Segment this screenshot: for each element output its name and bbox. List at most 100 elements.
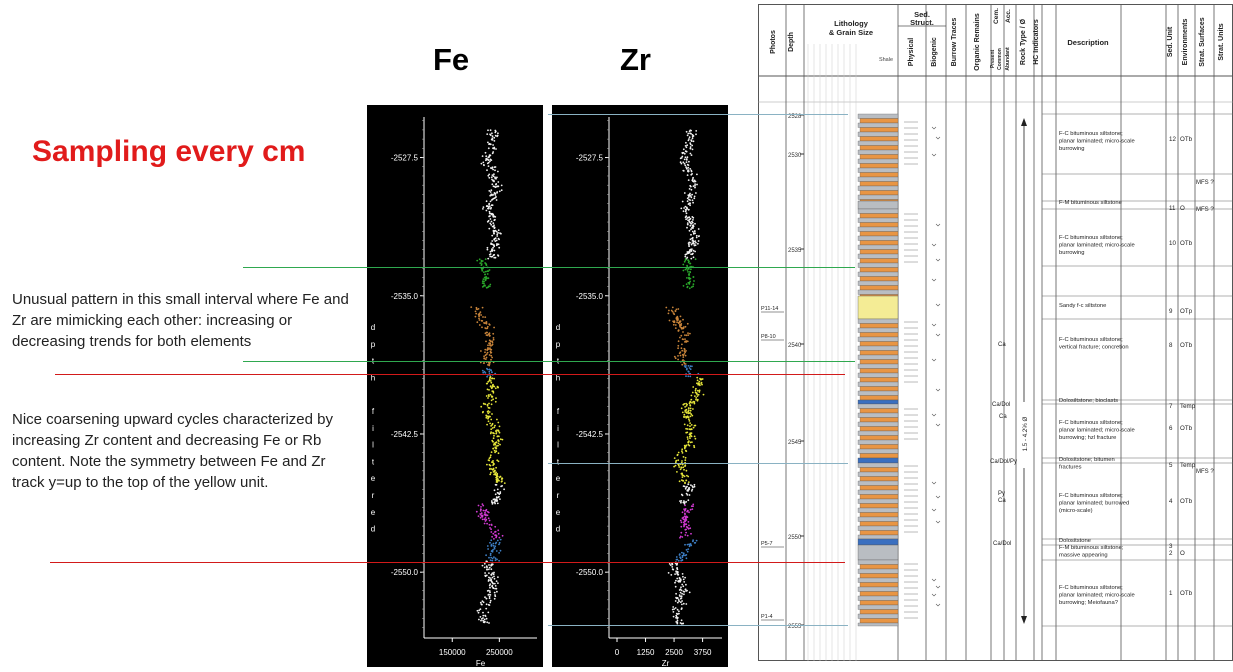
zr-data-point: [687, 132, 690, 135]
fe-data-point: [490, 199, 493, 201]
fe-data-point: [482, 614, 485, 617]
zr-data-point: [688, 278, 691, 280]
fe-data-point: [484, 354, 487, 357]
log-bed-11: [859, 618, 899, 624]
fe-data-point: [499, 438, 502, 441]
zr-data-point: [679, 351, 682, 354]
zr-data-point: [683, 348, 686, 351]
gray-marker-line-yellow-top: [548, 463, 848, 464]
zr-data-point: [692, 185, 695, 187]
log-unit-desc-line: Dolositstone: [1059, 538, 1091, 544]
fe-data-point: [475, 312, 478, 315]
log-bed-8: [857, 462, 899, 468]
zr-data-point: [687, 521, 690, 523]
zr-data-point: [675, 318, 678, 320]
zr-data-point: [694, 183, 696, 185]
log-unit-desc-line: planar laminated; micro-scale: [1059, 593, 1135, 599]
fe-data-point: [492, 437, 495, 440]
zr-data-point: [671, 566, 674, 568]
fe-data-point: [489, 456, 492, 459]
fe-data-point: [488, 205, 491, 208]
zr-data-point: [692, 216, 695, 219]
fe-data-point: [493, 449, 496, 452]
fe-data-point: [486, 270, 489, 272]
fe-data-point: [486, 133, 489, 135]
zr-data-point: [687, 410, 690, 413]
zr-data-point: [682, 169, 685, 172]
zr-data-point: [682, 501, 685, 504]
zr-data-point: [689, 441, 692, 444]
zr-data-point: [680, 501, 682, 504]
fe-y-tick-label-1: -2535.0: [391, 292, 419, 301]
fe-data-point: [495, 476, 497, 479]
fe-data-point: [476, 609, 479, 612]
fe-data-point: [493, 377, 495, 380]
fe-data-point: [499, 491, 502, 493]
zr-data-point: [691, 414, 694, 417]
fe-data-point: [489, 160, 491, 163]
zr-data-point: [687, 334, 690, 336]
log-unit-desc-line: F-M bituminous siltstone: [1059, 200, 1122, 206]
zr-data-point: [689, 543, 692, 545]
zr-data-point: [687, 481, 690, 483]
log-photo-label-2: P5-7: [761, 541, 773, 547]
fe-data-point: [491, 255, 494, 258]
fe-data-point: [497, 460, 500, 463]
zr-data-point: [671, 608, 674, 611]
log-unit-desc-line: F-C bituminous siltstone;: [1059, 493, 1123, 499]
zr-data-point: [688, 524, 690, 527]
fe-data-point: [487, 412, 490, 415]
fe-data-point: [489, 559, 492, 562]
fe-data-point: [490, 574, 493, 576]
fe-data-point: [494, 446, 497, 449]
log-header-lithology-2: & Grain Size: [829, 28, 873, 37]
fe-data-point: [487, 611, 490, 614]
zr-data-point: [675, 556, 678, 558]
zr-data-point: [685, 519, 688, 521]
zr-data-point: [692, 276, 695, 278]
log-bed-11: [859, 582, 899, 588]
log-bed-2: [857, 244, 899, 250]
fe-data-point: [480, 619, 482, 622]
zr-data-point: [686, 534, 689, 537]
fe-data-point: [486, 423, 488, 426]
log-unit-desc-line: F-C bituminous siltstone;: [1059, 585, 1123, 591]
fe-data-point: [492, 467, 495, 470]
fe-data-point: [489, 352, 492, 354]
zr-data-point: [697, 235, 700, 238]
zr-data-point: [691, 199, 694, 202]
zr-data-point: [689, 332, 691, 335]
zr-data-point: [684, 205, 687, 208]
fe-data-point: [481, 155, 484, 157]
zr-data-point: [688, 243, 690, 246]
log-bed-9: [857, 538, 899, 546]
fe-data-point: [498, 536, 501, 539]
zr-data-point: [697, 382, 700, 385]
zr-data-point: [687, 370, 690, 373]
fe-data-point: [493, 245, 496, 248]
log-bed-8: [857, 534, 899, 540]
zr-data-point: [688, 250, 691, 253]
fe-data-point: [486, 169, 488, 172]
fe-data-point: [483, 271, 485, 273]
log-header-depth: Depth: [788, 32, 795, 52]
fe-data-point: [485, 607, 488, 610]
log-header-environments: Environments: [1182, 19, 1189, 66]
fe-data-point: [491, 396, 493, 398]
zr-data-point: [677, 459, 680, 462]
log-biogenic-symbol: [931, 481, 937, 485]
log-unit-env-2: OTb: [1180, 240, 1193, 247]
log-bed-0: [857, 176, 899, 182]
zr-data-point: [694, 184, 696, 187]
zr-data-point: [685, 469, 688, 472]
fe-data-point: [476, 308, 479, 311]
zr-data-point: [693, 485, 696, 488]
fe-data-point: [482, 371, 485, 374]
zr-data-point: [687, 242, 690, 245]
log-photo-label-1: P8-10: [761, 334, 776, 340]
log-unit-strat-10: MFS ?: [1196, 469, 1214, 475]
zr-data-point: [677, 329, 680, 331]
fe-data-point: [492, 144, 494, 146]
zr-data-point: [679, 161, 682, 164]
log-bed-6: [859, 444, 899, 450]
